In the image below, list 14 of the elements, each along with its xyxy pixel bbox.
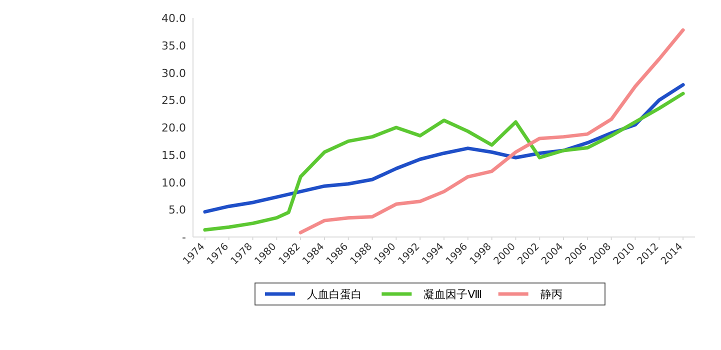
y-tick-label: 5.0	[168, 204, 186, 217]
line-series	[203, 92, 685, 232]
legend-label: 静丙	[540, 288, 562, 301]
y-tick-label: 30.0	[162, 66, 186, 80]
y-tick-label: -	[182, 231, 186, 244]
y-tick-label: 10.0	[162, 176, 186, 190]
line-series	[298, 28, 685, 234]
y-tick-label: 15.0	[162, 148, 186, 162]
y-tick-label: 35.0	[162, 39, 186, 52]
legend-label: 人血白蛋白	[307, 288, 362, 301]
y-tick-label: 20.0	[162, 122, 186, 134]
legend-label: 凝血因子Ⅷ	[424, 288, 482, 301]
y-tick-label: 25.0	[162, 94, 186, 108]
y-tick-label: 40.0	[162, 12, 186, 25]
